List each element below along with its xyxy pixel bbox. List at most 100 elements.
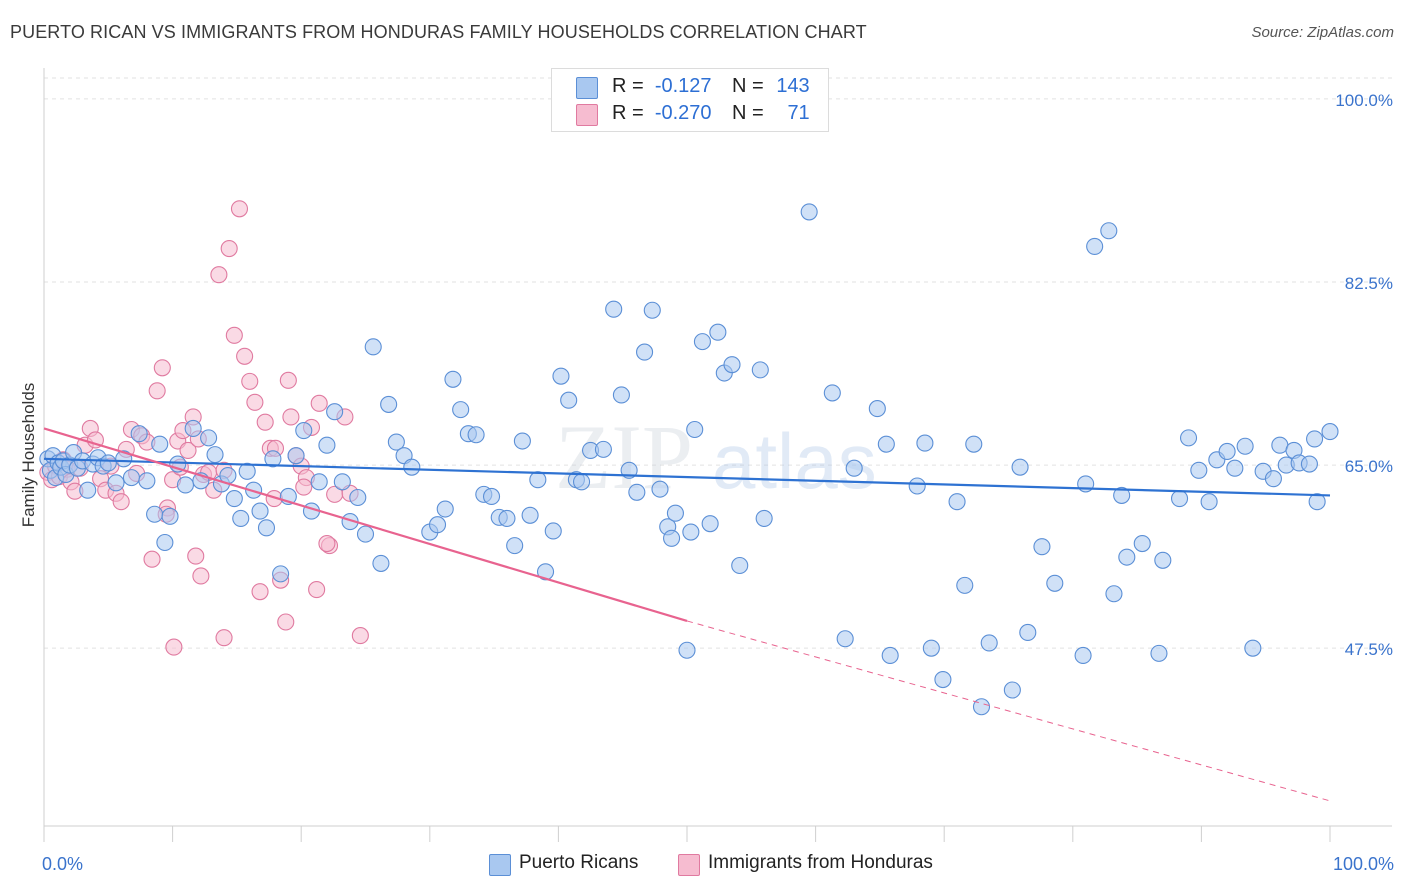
puerto-rican-point — [482, 487, 501, 506]
trend-line-honduras — [43, 427, 688, 623]
honduras-point — [251, 583, 269, 601]
legend: R = -0.127 N = 143 R = -0.270 N = 71 — [551, 68, 829, 132]
legend-r-label: R = — [612, 102, 644, 124]
puerto-rican-point — [572, 473, 591, 491]
puerto-rican-point — [184, 419, 202, 438]
puerto-rican-point — [628, 483, 646, 501]
honduras-point — [225, 326, 243, 344]
source-label: Source: ZipAtlas.com — [1251, 24, 1394, 41]
puerto-rican-point — [1074, 646, 1092, 665]
legend-n-value: 143 — [776, 75, 810, 97]
puerto-rican-point — [318, 436, 336, 454]
puerto-rican-point — [612, 386, 630, 404]
puerto-rican-point — [1179, 429, 1198, 447]
puerto-rican-point — [868, 400, 886, 418]
x-tick-label-left: 0.0% — [42, 854, 83, 874]
puerto-rican-point — [452, 401, 470, 419]
puerto-rican-point — [506, 537, 524, 555]
puerto-rican-point — [380, 395, 398, 413]
puerto-rican-point — [980, 634, 998, 652]
puerto-rican-point — [1100, 222, 1118, 240]
puerto-rican-point — [956, 576, 974, 594]
honduras-point — [143, 550, 161, 568]
bottom-legend-swatch — [489, 854, 511, 876]
honduras-point — [282, 408, 300, 426]
puerto-rican-point — [1133, 534, 1151, 553]
puerto-rican-point — [922, 639, 940, 657]
puerto-rican-point — [560, 391, 578, 409]
puerto-rican-point — [238, 462, 256, 480]
axis-labels: 100.0% 82.5% 65.0% 47.5% 0.0% 100.0% Family Ho… — [19, 91, 1394, 874]
puerto-rican-point — [326, 403, 344, 421]
puerto-rican-point — [605, 300, 623, 318]
honduras-point — [165, 638, 183, 656]
puerto-rican-point — [287, 447, 305, 465]
puerto-rican-point — [1033, 538, 1051, 556]
puerto-rican-point — [1321, 423, 1339, 441]
trend-lines — [43, 427, 1331, 802]
puerto-rican-point — [521, 506, 539, 524]
puerto-rican-point — [349, 488, 367, 507]
puerto-rican-point — [99, 454, 117, 472]
legend-n-value: 71 — [787, 102, 810, 124]
puerto-rican-point — [146, 505, 164, 523]
y-tick-label: 82.5% — [1345, 274, 1393, 293]
puerto-rican-point — [176, 476, 195, 494]
y-axis-label: Family Households — [19, 383, 38, 528]
puerto-rican-point — [1271, 436, 1289, 454]
honduras-point — [279, 371, 297, 389]
puerto-rican-point — [444, 370, 462, 388]
puerto-rican-point — [467, 426, 485, 444]
bottom-legend-label: Immigrants from Honduras — [708, 852, 933, 873]
puerto-rican-point — [1236, 437, 1254, 455]
puerto-rican-point — [161, 507, 179, 525]
puerto-rican-point — [934, 670, 952, 689]
series-honduras-points — [39, 200, 369, 656]
puerto-rican-point — [594, 440, 612, 458]
puerto-rican-point — [686, 420, 704, 439]
honduras-point — [308, 581, 326, 599]
puerto-rican-point — [115, 450, 133, 468]
honduras-point — [241, 372, 259, 390]
puerto-rican-point — [200, 429, 218, 447]
legend-r-value: -0.127 — [654, 75, 712, 97]
watermark: ZIP atlas — [555, 406, 877, 508]
honduras-point — [153, 359, 171, 377]
puerto-rican-point — [643, 301, 661, 319]
puerto-rican-point — [1308, 493, 1326, 511]
puerto-rican-point — [701, 515, 719, 533]
chart-title: PUERTO RICAN VS IMMIGRANTS FROM HONDURAS… — [10, 22, 867, 42]
legend-r-value: -0.270 — [654, 102, 712, 124]
puerto-rican-point — [403, 458, 421, 476]
puerto-rican-point — [1011, 458, 1029, 476]
y-tick-label: 47.5% — [1345, 640, 1393, 659]
puerto-rican-point — [272, 565, 290, 583]
puerto-rican-point — [823, 384, 841, 402]
honduras-point — [236, 347, 254, 365]
puerto-rican-point — [206, 446, 224, 464]
puerto-rican-point — [387, 433, 405, 451]
legend-r-label: R = — [612, 75, 644, 97]
puerto-rican-point — [544, 522, 562, 540]
puerto-rican-point — [513, 432, 531, 450]
bottom-legend-swatch — [678, 854, 700, 876]
honduras-point — [318, 534, 336, 553]
watermark-zip: ZIP — [555, 406, 693, 508]
honduras-point — [187, 547, 205, 565]
puerto-rican-point — [723, 356, 741, 374]
puerto-rican-point — [1105, 585, 1123, 603]
puerto-rican-point — [264, 450, 282, 468]
honduras-point — [210, 266, 228, 284]
puerto-rican-point — [881, 646, 899, 665]
puerto-rican-point — [1154, 551, 1172, 569]
puerto-rican-point — [908, 477, 926, 495]
puerto-rican-point — [1306, 430, 1324, 448]
trend-line-puerto-rican — [43, 457, 1331, 497]
honduras-point — [179, 441, 197, 459]
puerto-rican-point — [372, 554, 390, 572]
puerto-rican-point — [800, 203, 818, 221]
puerto-rican-point — [364, 338, 382, 356]
puerto-rican-point — [651, 480, 669, 498]
puerto-rican-point — [232, 509, 250, 527]
puerto-rican-point — [295, 422, 313, 440]
